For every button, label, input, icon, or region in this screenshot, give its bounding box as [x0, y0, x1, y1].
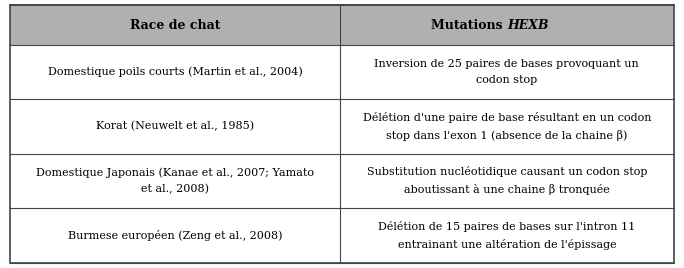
Text: Délétion de 15 paires de bases sur l'intron 11
entrainant une altération de l'ép: Délétion de 15 paires de bases sur l'int…	[378, 221, 635, 250]
Text: Korat (Neuwelt et al., 1985): Korat (Neuwelt et al., 1985)	[96, 121, 254, 132]
Text: Inversion de 25 paires de bases provoquant un
codon stop: Inversion de 25 paires de bases provoqua…	[375, 59, 640, 85]
Text: Mutations: Mutations	[431, 18, 507, 32]
Bar	[10, 5, 674, 45]
Text: Substitution nucléotidique causant un codon stop
aboutissant à une chaine β tron: Substitution nucléotidique causant un co…	[367, 166, 647, 195]
Text: Race de chat: Race de chat	[130, 18, 220, 32]
Text: HEXB: HEXB	[507, 18, 549, 32]
Text: Délétion d'une paire de base résultant en un codon
stop dans l'exon 1 (absence d: Délétion d'une paire de base résultant e…	[363, 112, 651, 141]
Text: Domestique Japonais (Kanae et al., 2007; Yamato
et al., 2008): Domestique Japonais (Kanae et al., 2007;…	[36, 167, 314, 195]
Text: Domestique poils courts (Martin et al., 2004): Domestique poils courts (Martin et al., …	[48, 67, 302, 77]
Text: Burmese européen (Zeng et al., 2008): Burmese européen (Zeng et al., 2008)	[68, 230, 282, 241]
Bar	[10, 45, 674, 263]
